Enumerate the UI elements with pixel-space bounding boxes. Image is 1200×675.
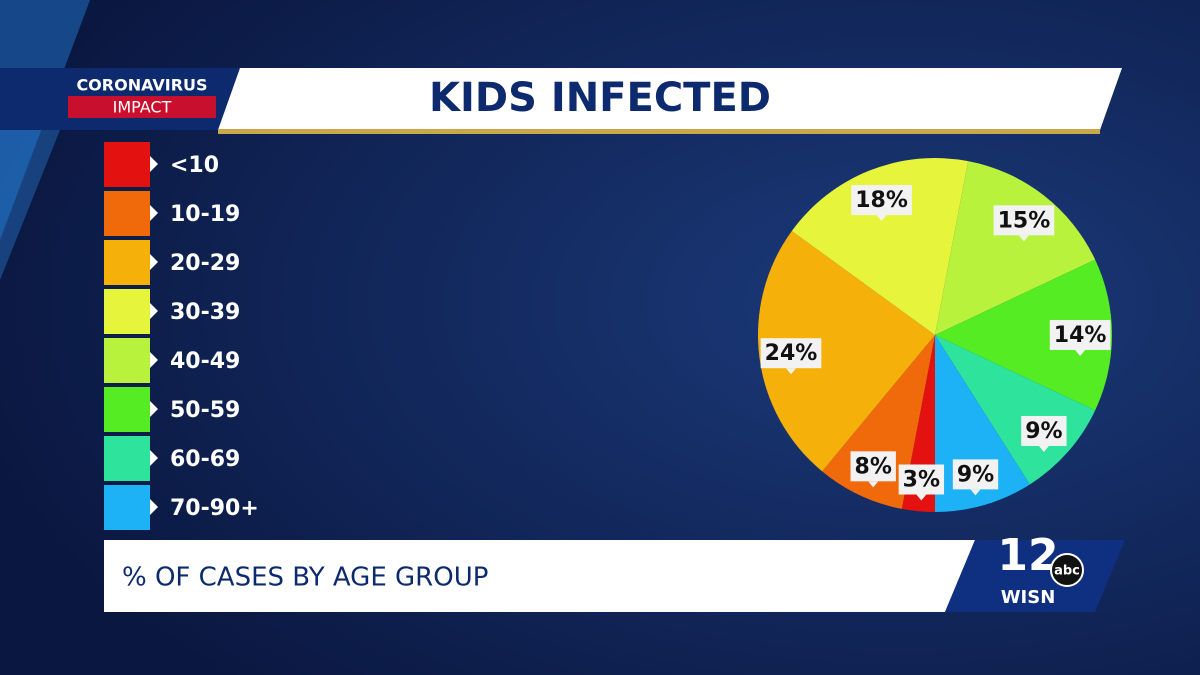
value-label-box [1021,415,1067,446]
pie-slice [791,158,969,335]
value-label-pointer [1018,235,1029,242]
legend-pointer [150,156,158,172]
legend-label: 60-69 [170,447,240,472]
value-label-pointer [876,215,887,222]
segment-name: IMPACT [113,98,172,117]
subtitle-bar [104,540,975,612]
value-label-pointer [786,368,797,375]
value-label-text: 15% [998,208,1051,233]
value-label-box [850,451,896,482]
legend-label: 10-19 [170,202,240,227]
value-label-text: 8% [855,454,892,479]
value-label: 3% [898,464,945,501]
legend-swatch [104,485,150,530]
value-label: 18% [851,185,912,222]
value-label: 15% [993,205,1055,242]
show-name: CORONAVIRUS [76,76,207,95]
value-label-box [760,338,822,369]
value-label-text: 18% [855,188,908,213]
legend-label: 30-39 [170,300,240,325]
legend-pointer [150,254,158,270]
network-logo [1050,553,1084,587]
pie-slice [935,161,1096,335]
legend-pointer [150,401,158,417]
logo-box [945,540,1125,612]
value-label-text: 14% [1054,323,1107,348]
value-label: 8% [850,451,896,488]
value-label: 9% [1021,415,1067,452]
legend-label: 70-90+ [170,496,259,521]
chart-subtitle: % OF CASES BY AGE GROUP [122,563,488,593]
station-name: WISN [1001,587,1056,608]
value-label-pointer [1075,350,1086,356]
legend-swatch [104,289,150,334]
value-label-box [952,459,999,490]
value-label: 14% [1049,320,1111,356]
legend-pointer [150,303,158,319]
legend-pointer [150,352,158,368]
background-stripe [0,130,60,280]
value-label-pointer [970,489,981,496]
value-label: 24% [760,338,822,375]
value-label-text: 9% [1025,419,1062,444]
legend-swatch [104,240,150,285]
legend-swatch [104,436,150,481]
value-label-box [993,205,1055,236]
value-label-text: 3% [903,467,940,492]
value-label-box [1049,320,1111,350]
legend-pointer [150,499,158,515]
pie-slice [935,259,1112,411]
value-label-pointer [916,494,927,501]
segment-box [68,96,216,118]
legend-label: <10 [170,153,219,178]
channel-number: 12 [997,530,1058,581]
value-label-text: 9% [957,462,994,487]
pie-slice [758,230,935,472]
value-label: 9% [952,459,999,496]
network-name: abc [1054,564,1080,579]
legend-label: 40-49 [170,349,240,374]
legend-pointer [150,205,158,221]
pie-slice [935,335,1096,485]
legend-label: 50-59 [170,398,240,423]
chart-title: KIDS INFECTED [429,75,771,121]
value-label-pointer [868,481,879,488]
legend-pointer [150,450,158,466]
value-label-text: 24% [765,341,818,366]
legend-swatch [104,387,150,432]
value-label-box [898,464,945,495]
legend-swatch [104,191,150,236]
legend-label: 20-29 [170,251,240,276]
title-rule [218,129,1100,134]
value-label-box [851,185,912,216]
legend-swatch [104,338,150,383]
legend-swatch [104,142,150,187]
value-label-pointer [1038,445,1049,452]
title-banner [218,68,1122,130]
